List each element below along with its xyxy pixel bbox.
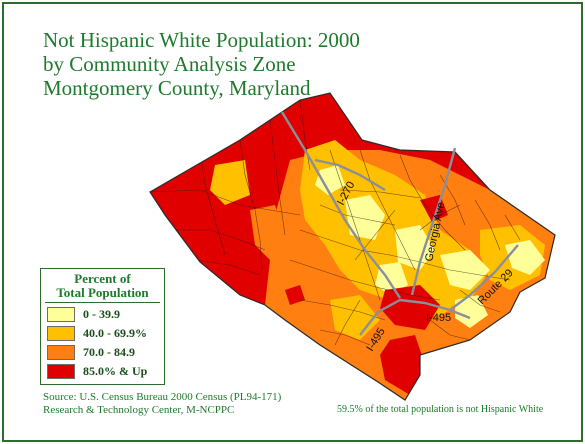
legend-title-line-1: Percent of	[74, 271, 131, 286]
source-line-1: Source: U.S. Census Bureau 2000 Census (…	[43, 391, 282, 403]
legend-label: 70.0 - 84.9	[83, 345, 135, 359]
legend-swatch-gold	[47, 326, 75, 341]
highway-route29	[449, 244, 519, 311]
highway-i495	[359, 298, 471, 336]
highways	[280, 111, 519, 336]
source-line-2: Research & Technology Center, M-NCPPC	[43, 404, 235, 416]
zone-orange-west	[250, 205, 285, 260]
legend-label: 40.0 - 69.9%	[83, 326, 147, 340]
zone-red-pocket-2	[380, 335, 425, 395]
legend: Percent of Total Population 0 - 39.9 40.…	[40, 268, 165, 385]
zone-gold-south	[330, 295, 380, 340]
zone-gold-west	[210, 160, 250, 205]
legend-row-85-up: 85.0% & Up	[47, 363, 147, 380]
legend-label: 0 - 39.9	[83, 307, 120, 321]
legend-row-40-69: 40.0 - 69.9%	[47, 325, 147, 342]
zone-red-pocket-4	[420, 195, 448, 222]
zone-yellow-7	[455, 295, 488, 328]
map-title-line-1: Not Hispanic White Population: 2000	[43, 28, 360, 52]
legend-title-line-2: Total Population	[56, 285, 149, 300]
zone-boundaries	[150, 99, 521, 346]
legend-divider	[45, 302, 160, 303]
highway-georgia-ave	[410, 147, 457, 296]
zone-yellow-1	[345, 195, 385, 240]
highway-i270	[280, 111, 402, 299]
map-title-line-3: Montgomery County, Maryland	[43, 76, 311, 100]
label-i495-east: I-495	[426, 312, 451, 324]
zone-yellow-5	[375, 262, 408, 295]
legend-swatch-yellow	[47, 307, 75, 322]
county-outline	[149, 92, 556, 401]
map-title-line-2: by Community Analysis Zone	[43, 52, 296, 76]
zone-red-pocket-1	[380, 285, 440, 330]
legend-swatch-red	[47, 364, 75, 379]
zone-yellow-3	[440, 250, 490, 290]
legend-swatch-orange	[47, 345, 75, 360]
legend-row-0-39: 0 - 39.9	[47, 306, 120, 323]
summary-note: 59.5% of the total population is not His…	[337, 404, 544, 415]
legend-row-70-84: 70.0 - 84.9	[47, 344, 135, 361]
highway-river-road	[314, 158, 386, 192]
legend-label: 85.0% & Up	[83, 364, 148, 378]
county-zones	[150, 93, 555, 400]
